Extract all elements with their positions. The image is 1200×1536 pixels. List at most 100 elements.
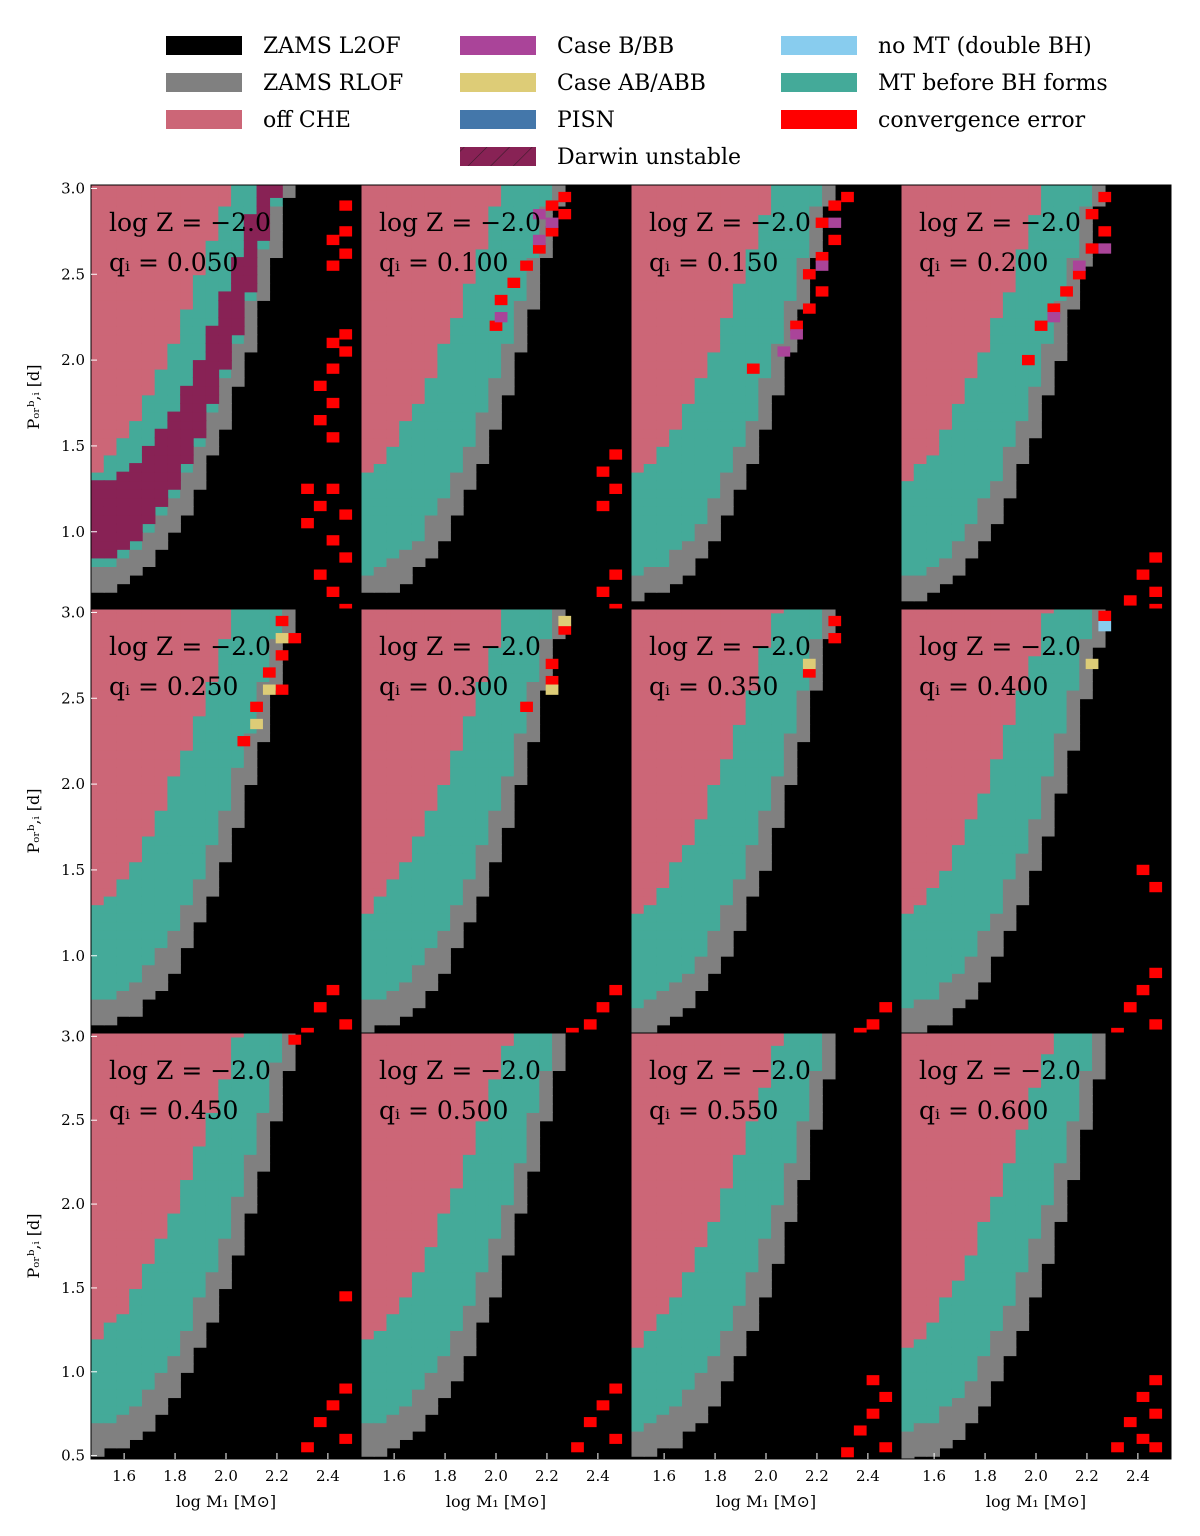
cell-off_che	[424, 784, 439, 794]
cell-mt_before_bh	[450, 420, 464, 430]
cell-off_che	[411, 612, 426, 622]
cell-convergence-error	[339, 552, 353, 563]
cell-mt_before_bh	[939, 471, 953, 482]
cell-off_che	[681, 698, 696, 708]
cell-off_che	[669, 741, 683, 751]
cell-mt_before_bh	[116, 1371, 130, 1382]
cell-off_che	[116, 282, 130, 293]
cell-mt_before_bh	[783, 724, 798, 734]
cell-mt_before_bh	[1079, 621, 1093, 631]
cell-off_che	[361, 878, 375, 889]
cell-zams_rlof	[783, 775, 798, 786]
cell-off_che	[399, 351, 413, 362]
cell-mt_before_bh	[758, 265, 772, 276]
cell-off_che	[732, 672, 747, 683]
cell-off_che	[707, 248, 721, 259]
cell-off_che	[475, 612, 490, 622]
cell-off_che	[1002, 231, 1017, 241]
cell-off_che	[901, 325, 915, 336]
cell-off_che	[913, 445, 928, 456]
cell-darwin	[91, 514, 105, 525]
cell-zams_rlof	[694, 540, 709, 550]
cell-off_che	[939, 394, 953, 404]
cell-off_che	[180, 257, 194, 267]
cell-off_che	[745, 188, 760, 198]
cell-mt_before_bh	[783, 689, 798, 700]
cell-zams_rlof	[783, 749, 798, 760]
cell-off_che	[901, 265, 915, 276]
cell-mt_before_bh	[218, 214, 232, 224]
cell-off_che	[669, 681, 683, 691]
cell-mt_before_bh	[103, 471, 118, 482]
cell-mt_before_bh	[796, 197, 811, 207]
cell-mt_before_bh	[386, 887, 400, 897]
cell-mt_before_bh	[681, 420, 696, 430]
cell-off_che	[1002, 248, 1017, 259]
cell-off_che	[694, 638, 709, 648]
cell-off_che	[361, 394, 375, 404]
cell-off_che	[91, 715, 105, 725]
cell-off_che	[386, 274, 400, 284]
y-tick-label: 2.0	[61, 775, 85, 793]
cell-off_che	[720, 706, 734, 717]
cell-mt_before_bh	[771, 185, 785, 190]
cell-mt_before_bh	[1002, 844, 1017, 854]
cell-mt_before_bh	[977, 921, 991, 931]
cell-mt_before_bh	[256, 239, 271, 250]
cell-off_che	[913, 454, 928, 465]
cell-zams_rlof	[450, 938, 464, 949]
cell-convergence-error	[1123, 1002, 1137, 1013]
cell-mt_before_bh	[488, 334, 502, 344]
cell-off_che	[656, 852, 670, 863]
cell-mt_before_bh	[939, 514, 953, 525]
cell-mt_before_bh	[656, 912, 670, 923]
cell-mt_before_bh	[964, 930, 979, 940]
cell-mt_before_bh	[758, 274, 772, 284]
cell-off_che	[373, 655, 388, 665]
cell-off_che	[656, 629, 670, 640]
cell-off_che	[167, 334, 181, 344]
cell-off_che	[141, 646, 156, 657]
cell-off_che	[964, 663, 979, 674]
cell-off_che	[361, 706, 375, 717]
cell-mt_before_bh	[771, 282, 785, 293]
cell-off_che	[656, 291, 670, 301]
cell-mt_before_bh	[91, 1346, 105, 1357]
cell-mt_before_bh	[1028, 655, 1042, 665]
cell-mt_before_bh	[205, 706, 220, 717]
cell-zams_rlof	[694, 531, 709, 542]
cell-off_che	[951, 360, 966, 370]
cell-off_che	[488, 197, 502, 207]
cell-zams_rlof	[386, 990, 400, 1000]
cell-off_che	[103, 1204, 118, 1214]
cell-off_che	[103, 861, 118, 871]
cell-off_che	[669, 231, 683, 241]
cell-mt_before_bh	[91, 972, 105, 983]
cell-off_che	[720, 672, 734, 683]
cell-mt_before_bh	[1015, 706, 1030, 717]
cell-mt_before_bh	[231, 334, 245, 344]
cell-mt_before_bh	[783, 257, 798, 267]
cell-mt_before_bh	[681, 904, 696, 914]
cell-off_che	[373, 308, 388, 319]
cell-mt_before_bh	[501, 171, 515, 181]
cell-off_che	[913, 428, 928, 439]
cell-mt_before_bh	[796, 629, 811, 640]
cell-off_che	[386, 852, 400, 863]
cell-off_che	[361, 239, 375, 250]
cell-off_che	[939, 274, 953, 284]
cell-darwin	[91, 531, 105, 542]
cell-mt_before_bh	[951, 887, 966, 897]
cell-zams_rlof	[631, 1007, 645, 1017]
cell-off_che	[669, 403, 683, 413]
cell-mt_before_bh	[951, 437, 966, 447]
cell-off_che	[926, 274, 940, 284]
cell-mt_before_bh	[732, 334, 747, 344]
cell-off_che	[926, 394, 940, 404]
cell-off_che	[643, 445, 658, 456]
cell-zams_rlof	[656, 583, 670, 593]
cell-off_che	[1002, 185, 1017, 190]
cell-zams_rlof	[656, 566, 670, 576]
cell-mt_before_bh	[154, 904, 169, 914]
cell-off_che	[129, 248, 143, 259]
